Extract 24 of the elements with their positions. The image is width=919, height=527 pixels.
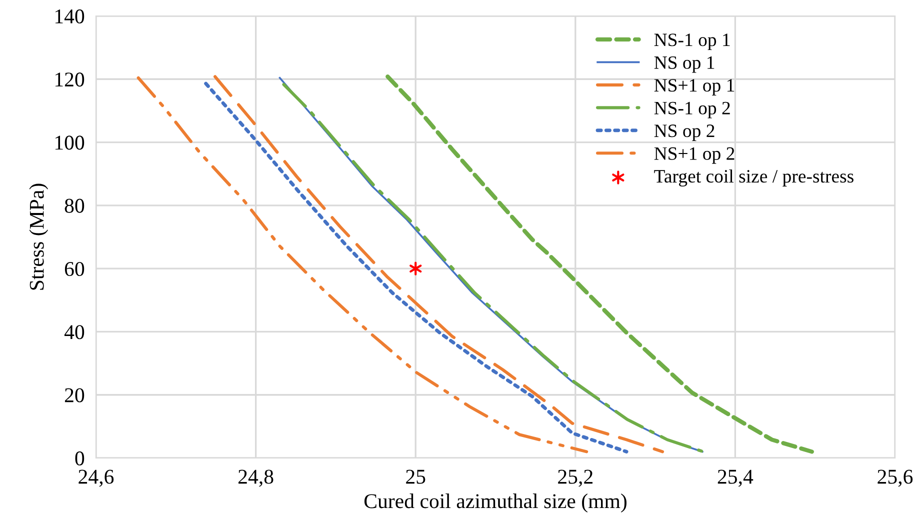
x-tick-label: 25,6 bbox=[878, 470, 913, 487]
legend-label: NS-1 op 1 bbox=[654, 34, 730, 50]
x-tick-label: 25,2 bbox=[558, 470, 592, 487]
y-tick-label: 20 bbox=[64, 388, 84, 402]
x-tick-label: 24,6 bbox=[78, 470, 114, 487]
y-axis-title: Stress (MPa) bbox=[29, 184, 48, 290]
line-series bbox=[136, 76, 588, 454]
legend-label: Target coil size / pre-stress bbox=[654, 169, 854, 187]
y-tick-label: 0 bbox=[75, 451, 84, 466]
legend-label: NS+1 op 2 bbox=[654, 147, 734, 164]
x-tick-label: 25 bbox=[406, 470, 426, 484]
y-tick-label: 80 bbox=[64, 198, 84, 213]
legend-label: NS+1 op 1 bbox=[654, 79, 734, 96]
y-tick-label: 60 bbox=[64, 262, 84, 276]
y-tick-label: 140 bbox=[55, 9, 84, 24]
legend-label: NS op 2 bbox=[654, 124, 714, 141]
x-tick-label: 24,8 bbox=[238, 470, 274, 487]
x-axis-title: Cured coil azimuthal size (mm) bbox=[364, 494, 626, 512]
y-tick-label: 40 bbox=[64, 325, 84, 340]
y-tick-label: 100 bbox=[55, 136, 84, 150]
legend-label: NS op 1 bbox=[654, 56, 714, 73]
x-tick-label: 25,4 bbox=[718, 470, 754, 487]
y-tick-label: 120 bbox=[55, 72, 84, 87]
legend-label: NS-1 op 2 bbox=[654, 102, 730, 118]
